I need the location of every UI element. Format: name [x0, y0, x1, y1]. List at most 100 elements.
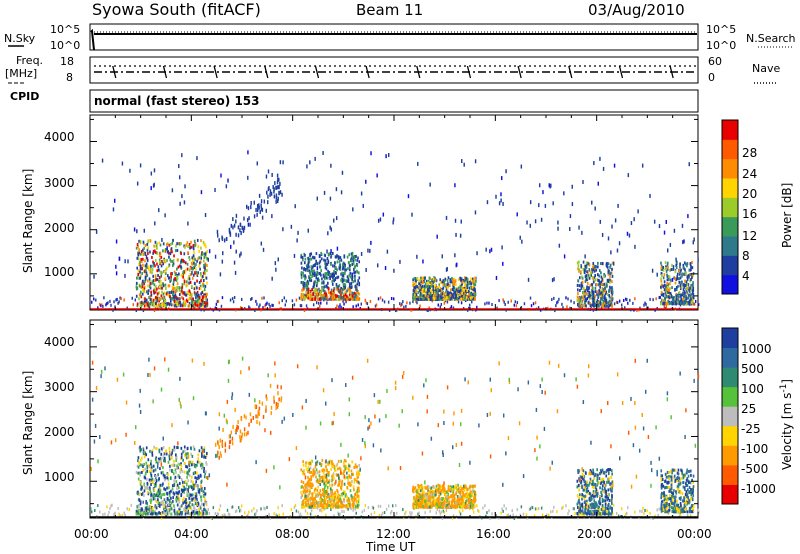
velocity-cell: [331, 503, 333, 507]
power-cell: [669, 268, 671, 272]
power-cell: [580, 281, 583, 285]
power-cell: [687, 283, 690, 287]
velocity-cell: [409, 511, 411, 515]
velocity-cell: [147, 458, 150, 462]
power-cell: [194, 263, 196, 267]
velocity-cell: [308, 504, 311, 508]
power-cell: [150, 298, 153, 302]
velocity-cell: [178, 476, 181, 480]
power-cell: [338, 305, 340, 309]
power-cell: [162, 249, 164, 253]
power-cell: [599, 297, 602, 301]
velocity-cell: [191, 493, 194, 497]
velocity-cell: [331, 463, 333, 467]
power-cell: [308, 290, 311, 294]
velocity-cell: [310, 462, 312, 466]
power-cell: [309, 273, 312, 277]
power-cell: [660, 266, 663, 270]
power-cell: [191, 270, 193, 275]
power-cell: [675, 298, 678, 302]
power-cell: [319, 259, 322, 263]
velocity-cell: [512, 513, 515, 517]
power-cell: [206, 298, 208, 302]
power-cell: [172, 298, 175, 302]
power-cell: [321, 285, 323, 289]
power-cell: [340, 258, 343, 262]
velocity-cell: [148, 470, 151, 474]
power-cell: [454, 183, 456, 188]
power-cell: [154, 264, 156, 268]
power-cell: [661, 268, 664, 272]
power-cell: [644, 301, 646, 305]
velocity-cell: [185, 504, 188, 508]
velocity-cell: [138, 498, 141, 502]
power-cell: [583, 288, 586, 292]
power-cell: [310, 252, 313, 256]
power-cell: [462, 278, 465, 282]
velocity-cell: [572, 507, 574, 511]
power-cell: [339, 263, 341, 267]
velocity-cell: [312, 504, 315, 508]
velocity-cell: [305, 486, 307, 490]
velocity-cell: [305, 484, 308, 488]
power-cell: [457, 277, 460, 281]
power-cell: [149, 279, 151, 283]
power-cell: [445, 267, 448, 272]
power-cell: [610, 301, 613, 305]
velocity-cell: [646, 509, 648, 513]
power-cell: [322, 273, 325, 277]
power-cell: [313, 273, 316, 277]
power-cell: [139, 270, 141, 274]
power-cell: [599, 289, 602, 293]
power-cell: [354, 287, 357, 291]
velocity-cell: [184, 453, 186, 457]
velocity-cell: [150, 501, 152, 505]
velocity-cell: [142, 447, 145, 451]
velocity-cell: [156, 512, 159, 516]
power-cell: [634, 244, 636, 249]
power-cell: [156, 294, 159, 298]
power-cell: [113, 300, 115, 304]
velocity-cell: [168, 490, 171, 494]
power-cell: [205, 255, 207, 259]
power-cell: [154, 279, 157, 283]
power-cell: [571, 184, 573, 189]
velocity-cell: [154, 482, 157, 486]
power-cell: [422, 281, 424, 285]
power-cell: [172, 290, 175, 294]
cpid-panel: CPID normal (fast stereo) 153: [10, 89, 699, 113]
velocity-cell: [325, 465, 327, 469]
power-cell: [343, 254, 346, 258]
velocity-cell: [502, 509, 504, 513]
velocity-cell: [183, 480, 186, 484]
power-cell: [669, 278, 672, 282]
power-cell: [304, 293, 306, 297]
power-cell: [350, 281, 353, 285]
power-cell: [672, 300, 675, 304]
power-cell: [557, 220, 559, 225]
power-cell: [186, 267, 189, 271]
power-cell: [687, 301, 689, 305]
power-cell: [324, 266, 327, 270]
power-cell: [513, 303, 516, 307]
velocity-cell: [150, 466, 153, 470]
power-cell: [437, 297, 440, 301]
velocity-cell: [389, 511, 392, 515]
velocity-cell: [440, 510, 443, 514]
power-cell: [422, 289, 424, 293]
power-cell: [204, 271, 207, 275]
power-cell: [603, 282, 606, 286]
velocity-cell: [307, 516, 310, 520]
velocity-cell: [205, 462, 208, 466]
power-cell: [305, 281, 308, 285]
power-cell: [434, 296, 437, 300]
velocity-cell: [155, 475, 157, 479]
power-cell: [191, 266, 193, 270]
power-cell: [683, 302, 686, 306]
power-cell: [668, 291, 671, 295]
power-cell: [339, 295, 342, 299]
power-cell: [430, 282, 433, 286]
velocity-cell: [327, 495, 329, 499]
velocity-cell: [197, 453, 200, 457]
power-cell: [93, 274, 95, 279]
